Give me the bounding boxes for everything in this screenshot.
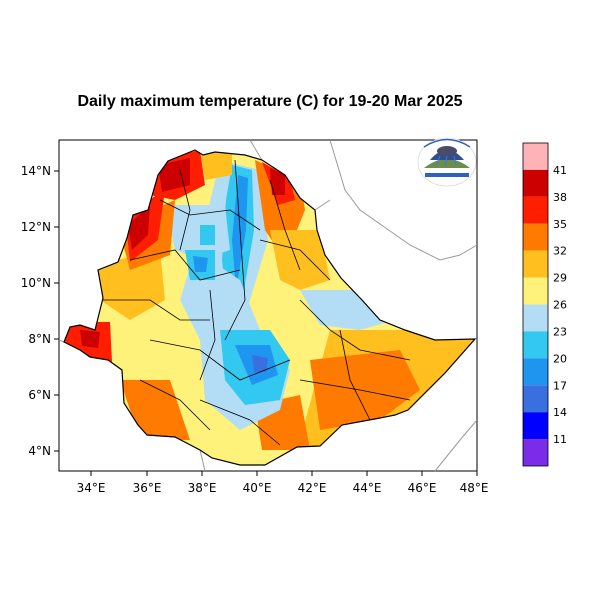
- x-tick-label: 48°E: [460, 481, 489, 495]
- y-tick-label: 12°N: [21, 220, 51, 234]
- colorbar-swatch: [523, 385, 548, 413]
- x-tick-labels: 34°E 36°E 38°E 40°E 42°E 44°E 46°E 48°E: [77, 481, 489, 495]
- colorbar-label: 23: [553, 325, 567, 338]
- colorbar-label: 14: [553, 406, 567, 419]
- colorbar-swatch: [523, 223, 548, 251]
- x-tick-label: 38°E: [188, 481, 217, 495]
- colorbar-swatch: [523, 439, 548, 466]
- colorbar-label: 11: [553, 433, 567, 446]
- colorbar-swatch: [523, 169, 548, 197]
- x-tick-label: 44°E: [353, 481, 382, 495]
- colorbar-swatch: [523, 358, 548, 386]
- colorbar-swatch: [523, 277, 548, 305]
- chart-title: Daily maximum temperature (C) for 19-20 …: [77, 93, 463, 110]
- x-tick-label: 40°E: [243, 481, 272, 495]
- colorbar-swatch: [523, 196, 548, 224]
- colorbar-label: 29: [553, 272, 567, 285]
- colorbar-frame: [522, 142, 549, 467]
- admin-borders: [100, 159, 411, 446]
- axis-ticks: [54, 170, 478, 476]
- colorbar-swatch: [523, 412, 548, 440]
- colorbar-swatch: [523, 304, 548, 332]
- colorbar-swatch: [523, 250, 548, 278]
- x-tick-label: 36°E: [133, 481, 162, 495]
- y-tick-label: 6°N: [28, 388, 51, 402]
- y-tick-label: 10°N: [21, 276, 51, 290]
- colorbar-label: 20: [553, 352, 567, 365]
- colorbar-label: 17: [553, 379, 567, 392]
- colorbar-label: 32: [553, 245, 567, 258]
- colorbar-label: 41: [553, 164, 567, 177]
- colorbar-swatch: [523, 331, 548, 359]
- colorbar-swatch: [523, 143, 548, 170]
- y-tick-labels: 14°N 12°N 10°N 8°N 6°N 4°N: [21, 164, 51, 458]
- x-tick-label: 42°E: [298, 481, 327, 495]
- institute-logo: [417, 137, 477, 187]
- y-tick-label: 8°N: [28, 332, 51, 346]
- colorbar-label: 38: [553, 191, 567, 204]
- colorbar-label: 35: [553, 218, 567, 231]
- y-tick-label: 14°N: [21, 164, 51, 178]
- x-tick-label: 46°E: [408, 481, 437, 495]
- colorbar: 41 38 35 32 29 26 23 20 17 14 11: [522, 142, 567, 467]
- y-tick-label: 4°N: [28, 444, 51, 458]
- colorbar-label: 26: [553, 299, 567, 312]
- x-tick-label: 34°E: [77, 481, 106, 495]
